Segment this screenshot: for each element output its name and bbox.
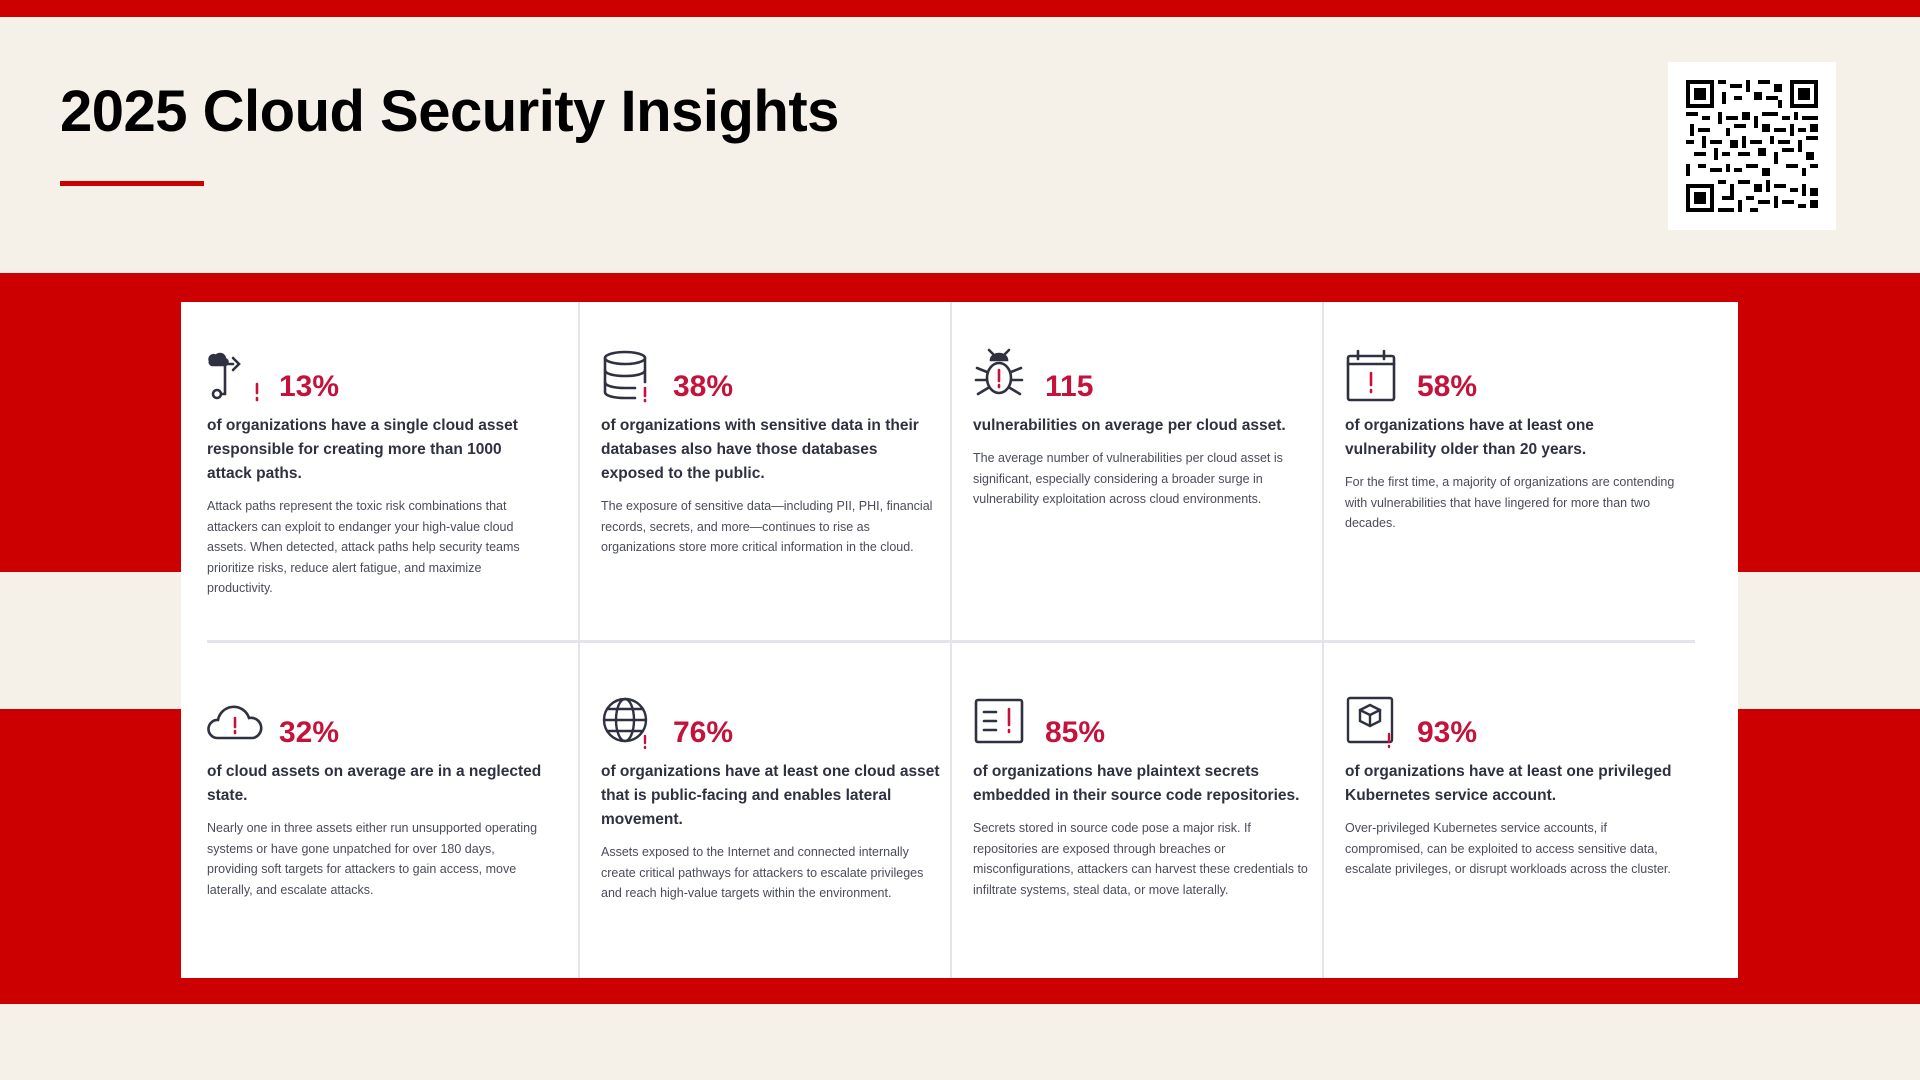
stat-lead: of organizations have plaintext secrets … (973, 763, 1300, 804)
stat-card: 85% of organizations have plaintext secr… (973, 694, 1313, 900)
stat-lead: of organizations have at least one cloud… (601, 763, 940, 828)
page-title: 2025 Cloud Security Insights (60, 79, 839, 144)
kubernetes-account-alert-icon (1346, 696, 1394, 749)
stat-value: 76% (673, 716, 734, 749)
calendar-alert-icon (1346, 349, 1396, 402)
stat-value: 115 (1045, 370, 1094, 403)
stat-lead: of organizations have at least one vulne… (1345, 417, 1594, 458)
title-underline (60, 181, 204, 186)
stat-description: The exposure of sensitive data—including… (601, 499, 933, 554)
stats-panel: 13% of organizations have a single cloud… (181, 302, 1738, 978)
stat-value: 13% (279, 370, 340, 403)
stat-lead: of organizations with sensitive data in … (601, 417, 919, 482)
stat-card: 58% of organizations have at least one v… (1345, 348, 1685, 534)
top-accent-bar (0, 0, 1920, 17)
stat-card: 115 vulnerabilities on average per cloud… (973, 348, 1313, 510)
bug-alert-icon (974, 348, 1024, 396)
stat-lead: of organizations have a single cloud ass… (207, 417, 518, 482)
stat-lead: vulnerabilities on average per cloud ass… (973, 417, 1286, 434)
qr-code (1668, 62, 1836, 230)
stat-card: 32% of cloud assets on average are in a … (207, 694, 547, 900)
stat-description: For the first time, a majority of organi… (1345, 475, 1675, 530)
stat-card: 13% of organizations have a single cloud… (207, 348, 547, 599)
stat-value: 85% (1045, 716, 1106, 749)
code-secret-alert-icon (974, 698, 1024, 744)
stat-description: Secrets stored in source code pose a maj… (973, 821, 1308, 897)
database-alert-icon (603, 350, 647, 403)
stat-description: Over-privileged Kubernetes service accou… (1345, 821, 1671, 876)
stat-lead: of organizations have at least one privi… (1345, 763, 1672, 804)
stat-card: 38% of organizations with sensitive data… (601, 348, 941, 558)
globe-alert-icon (602, 697, 648, 750)
stat-description: Attack paths represent the toxic risk co… (207, 499, 520, 595)
stat-description: Assets exposed to the Internet and conne… (601, 845, 924, 900)
stat-lead: of cloud assets on average are in a negl… (207, 763, 542, 804)
cloud-alert-icon (207, 705, 263, 740)
stat-value: 38% (673, 370, 734, 403)
attack-path-icon (208, 352, 259, 402)
qr-code-icon (1686, 80, 1818, 212)
stat-description: Nearly one in three assets either run un… (207, 821, 538, 897)
stat-card: 93% of organizations have at least one p… (1345, 694, 1685, 880)
stat-description: The average number of vulnerabilities pe… (973, 451, 1283, 506)
stat-value: 93% (1417, 716, 1478, 749)
stat-value: 58% (1417, 370, 1478, 403)
stat-card: 76% of organizations have at least one c… (601, 694, 941, 904)
stat-value: 32% (279, 716, 340, 749)
row-divider (207, 640, 1695, 643)
